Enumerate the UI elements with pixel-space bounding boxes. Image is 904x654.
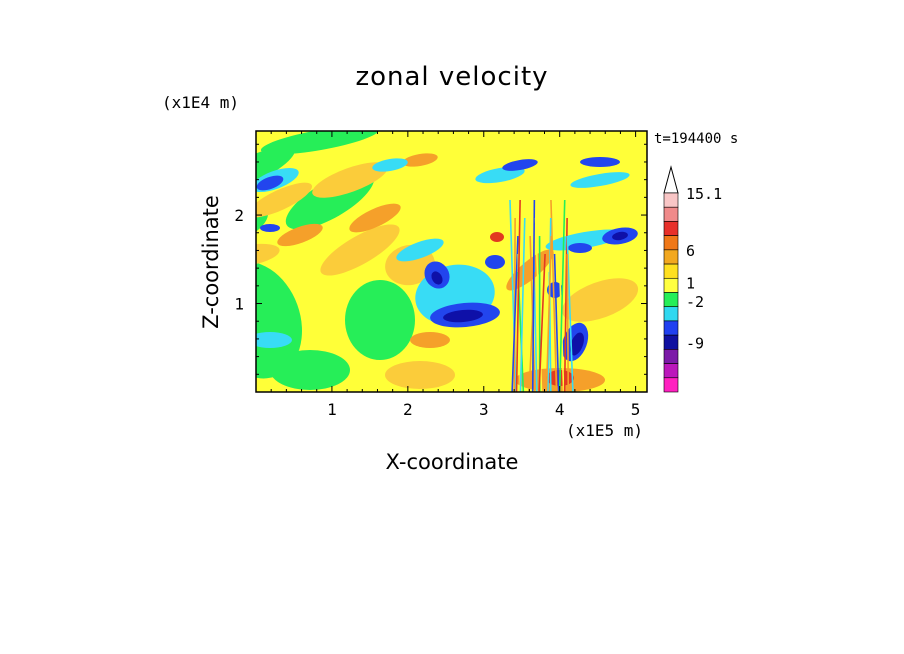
contour-patch (80, 320, 140, 340)
contour-streak (545, 235, 553, 392)
colorbar-swatch (663, 377, 679, 393)
contour-patch (69, 158, 151, 192)
contour-streak (558, 199, 566, 392)
contour-patch (490, 232, 504, 242)
colorbar-extend-arrow (663, 165, 679, 194)
y-axis: 12 (234, 143, 647, 375)
contour-patch (99, 135, 181, 165)
x-axis: 1 2 3 4 5 (270, 131, 641, 419)
contour-patch (0, 232, 128, 368)
colorbar-labels: 15.1 6 1-2 -9 (686, 185, 722, 352)
contour-streak (566, 235, 574, 392)
x-unit-label: (x1E5 m) (566, 421, 643, 440)
contour-streak (553, 253, 560, 392)
contour-patch (443, 309, 483, 323)
contour-streak (511, 235, 519, 392)
colorbar-swatch (663, 349, 679, 364)
contour-patch (110, 370, 210, 390)
y-unit-label: (x1E4 m) (162, 93, 239, 112)
contour-patch (580, 157, 620, 167)
contour-patch (320, 224, 400, 276)
contour-patch (612, 231, 628, 241)
contour-patch (561, 278, 639, 322)
colorbar-swatch (663, 249, 679, 265)
contour-patch (256, 261, 303, 379)
colorbar-label: 6 (686, 242, 695, 260)
contour-patch (0, 193, 62, 227)
contour-patch (431, 271, 443, 285)
colorbar-swatch (663, 292, 679, 308)
contour-patch (260, 131, 380, 155)
contour-patch (349, 203, 401, 233)
x-axis-label: X-coordinate (386, 450, 519, 474)
colorbar (663, 165, 679, 393)
y-tick-label: 1 (234, 295, 244, 314)
x-tick-label: 4 (555, 400, 565, 419)
contour-streak (531, 199, 536, 392)
colorbar-label: -9 (686, 334, 704, 352)
colorbar-label: 1 (686, 275, 695, 293)
contour-patch (570, 332, 584, 356)
contour-patch (568, 243, 592, 253)
colorbar-swatch (663, 263, 679, 279)
colorbar-label: 15.1 (686, 185, 722, 203)
contour-patch (277, 223, 323, 247)
contour-patch (144, 122, 255, 159)
contour-streak (566, 253, 570, 392)
contour-streak (563, 217, 568, 392)
colorbar-swatch (663, 206, 679, 222)
y-tick-label: 2 (234, 206, 244, 225)
colorbar-swatch (663, 363, 679, 379)
colorbar-swatch (663, 192, 679, 208)
contour-patch (29, 181, 151, 248)
contour-patch (570, 172, 630, 188)
colorbar-label: -2 (686, 293, 704, 311)
plot-frame (255, 130, 648, 393)
contour-patch (410, 332, 450, 348)
y-axis-label: Z-coordinate (199, 195, 223, 329)
colorbar-swatch (663, 235, 679, 251)
colorbar-swatch (663, 334, 679, 350)
colorbar-swatch (663, 221, 679, 236)
contour-patch (312, 162, 388, 198)
contour-field (0, 122, 647, 392)
contour-patch (256, 332, 292, 348)
contour-patch (502, 159, 538, 171)
contour-patch (270, 350, 350, 390)
contour-patch (372, 158, 408, 172)
contour-streak (519, 217, 526, 392)
contour-patch (93, 248, 208, 303)
contour-streak (550, 199, 558, 392)
x-tick-label: 5 (631, 400, 641, 419)
contour-patch (260, 224, 280, 232)
contour-patch (485, 255, 505, 269)
contour-streak (515, 199, 521, 392)
contour-streak (538, 253, 546, 392)
contour-patch (256, 243, 280, 267)
colorbar-swatch (663, 277, 679, 293)
contour-patch (345, 280, 415, 360)
contour-patch (385, 361, 455, 389)
contour-patch (256, 175, 284, 191)
colorbar-swatch (663, 320, 679, 336)
colorbar-swatch (663, 306, 679, 322)
contour-patch (256, 182, 313, 218)
contour-patch (402, 153, 438, 167)
x-tick-label: 3 (479, 400, 489, 419)
contour-patch (475, 166, 525, 184)
contour-patch (14, 138, 107, 191)
chart-title: zonal velocity (355, 62, 548, 92)
contour-patch (60, 290, 200, 370)
time-label: t=194400 s (654, 131, 738, 147)
x-tick-label: 2 (403, 400, 413, 419)
x-tick-label: 1 (327, 400, 337, 419)
contour-patch (256, 146, 295, 204)
contour-patch (396, 238, 444, 262)
